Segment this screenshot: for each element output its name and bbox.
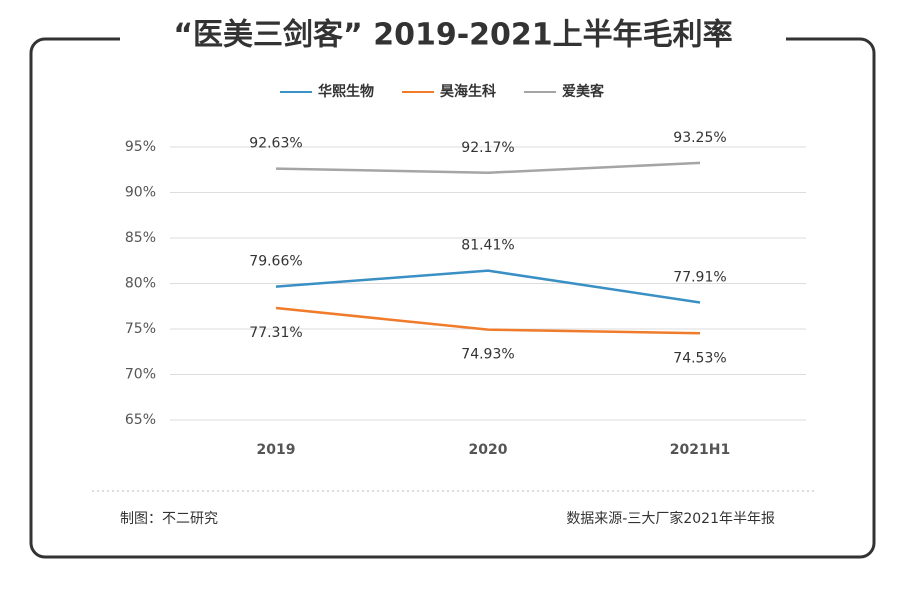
data-label: 79.66% bbox=[249, 254, 302, 270]
y-tick-label: 70% bbox=[125, 367, 156, 383]
x-tick-label: 2020 bbox=[469, 442, 508, 458]
data-label: 92.17% bbox=[461, 140, 514, 156]
legend-label: 昊海生科 bbox=[440, 83, 496, 100]
y-tick-label: 90% bbox=[125, 185, 156, 201]
x-tick-label: 2021H1 bbox=[670, 442, 730, 458]
series-line bbox=[275, 306, 701, 335]
x-tick-label: 2019 bbox=[257, 442, 296, 458]
y-tick-label: 85% bbox=[125, 230, 156, 246]
series-line bbox=[275, 161, 701, 175]
data-label: 92.63% bbox=[249, 136, 302, 152]
footer-left: 制图：不二研究 bbox=[120, 511, 218, 527]
title-bg bbox=[120, 18, 786, 54]
legend-label: 华熙生物 bbox=[318, 83, 374, 100]
chart-title: “医美三剑客” 2019-2021上半年毛利率 bbox=[173, 18, 732, 53]
data-label: 77.31% bbox=[249, 325, 302, 341]
y-tick-label: 65% bbox=[125, 412, 156, 428]
data-label: 81.41% bbox=[461, 238, 514, 254]
data-label: 93.25% bbox=[673, 130, 726, 146]
data-label: 74.93% bbox=[461, 347, 514, 363]
y-tick-label: 75% bbox=[125, 321, 156, 337]
footer-right: 数据来源-三大厂家2021年半年报 bbox=[566, 510, 775, 527]
data-label: 77.91% bbox=[673, 270, 726, 286]
series-line bbox=[275, 269, 701, 304]
y-tick-label: 80% bbox=[125, 276, 156, 292]
y-tick-label: 95% bbox=[125, 139, 156, 155]
legend-label: 爱美客 bbox=[562, 83, 605, 100]
frame bbox=[29, 37, 876, 559]
data-label: 74.53% bbox=[673, 350, 726, 366]
